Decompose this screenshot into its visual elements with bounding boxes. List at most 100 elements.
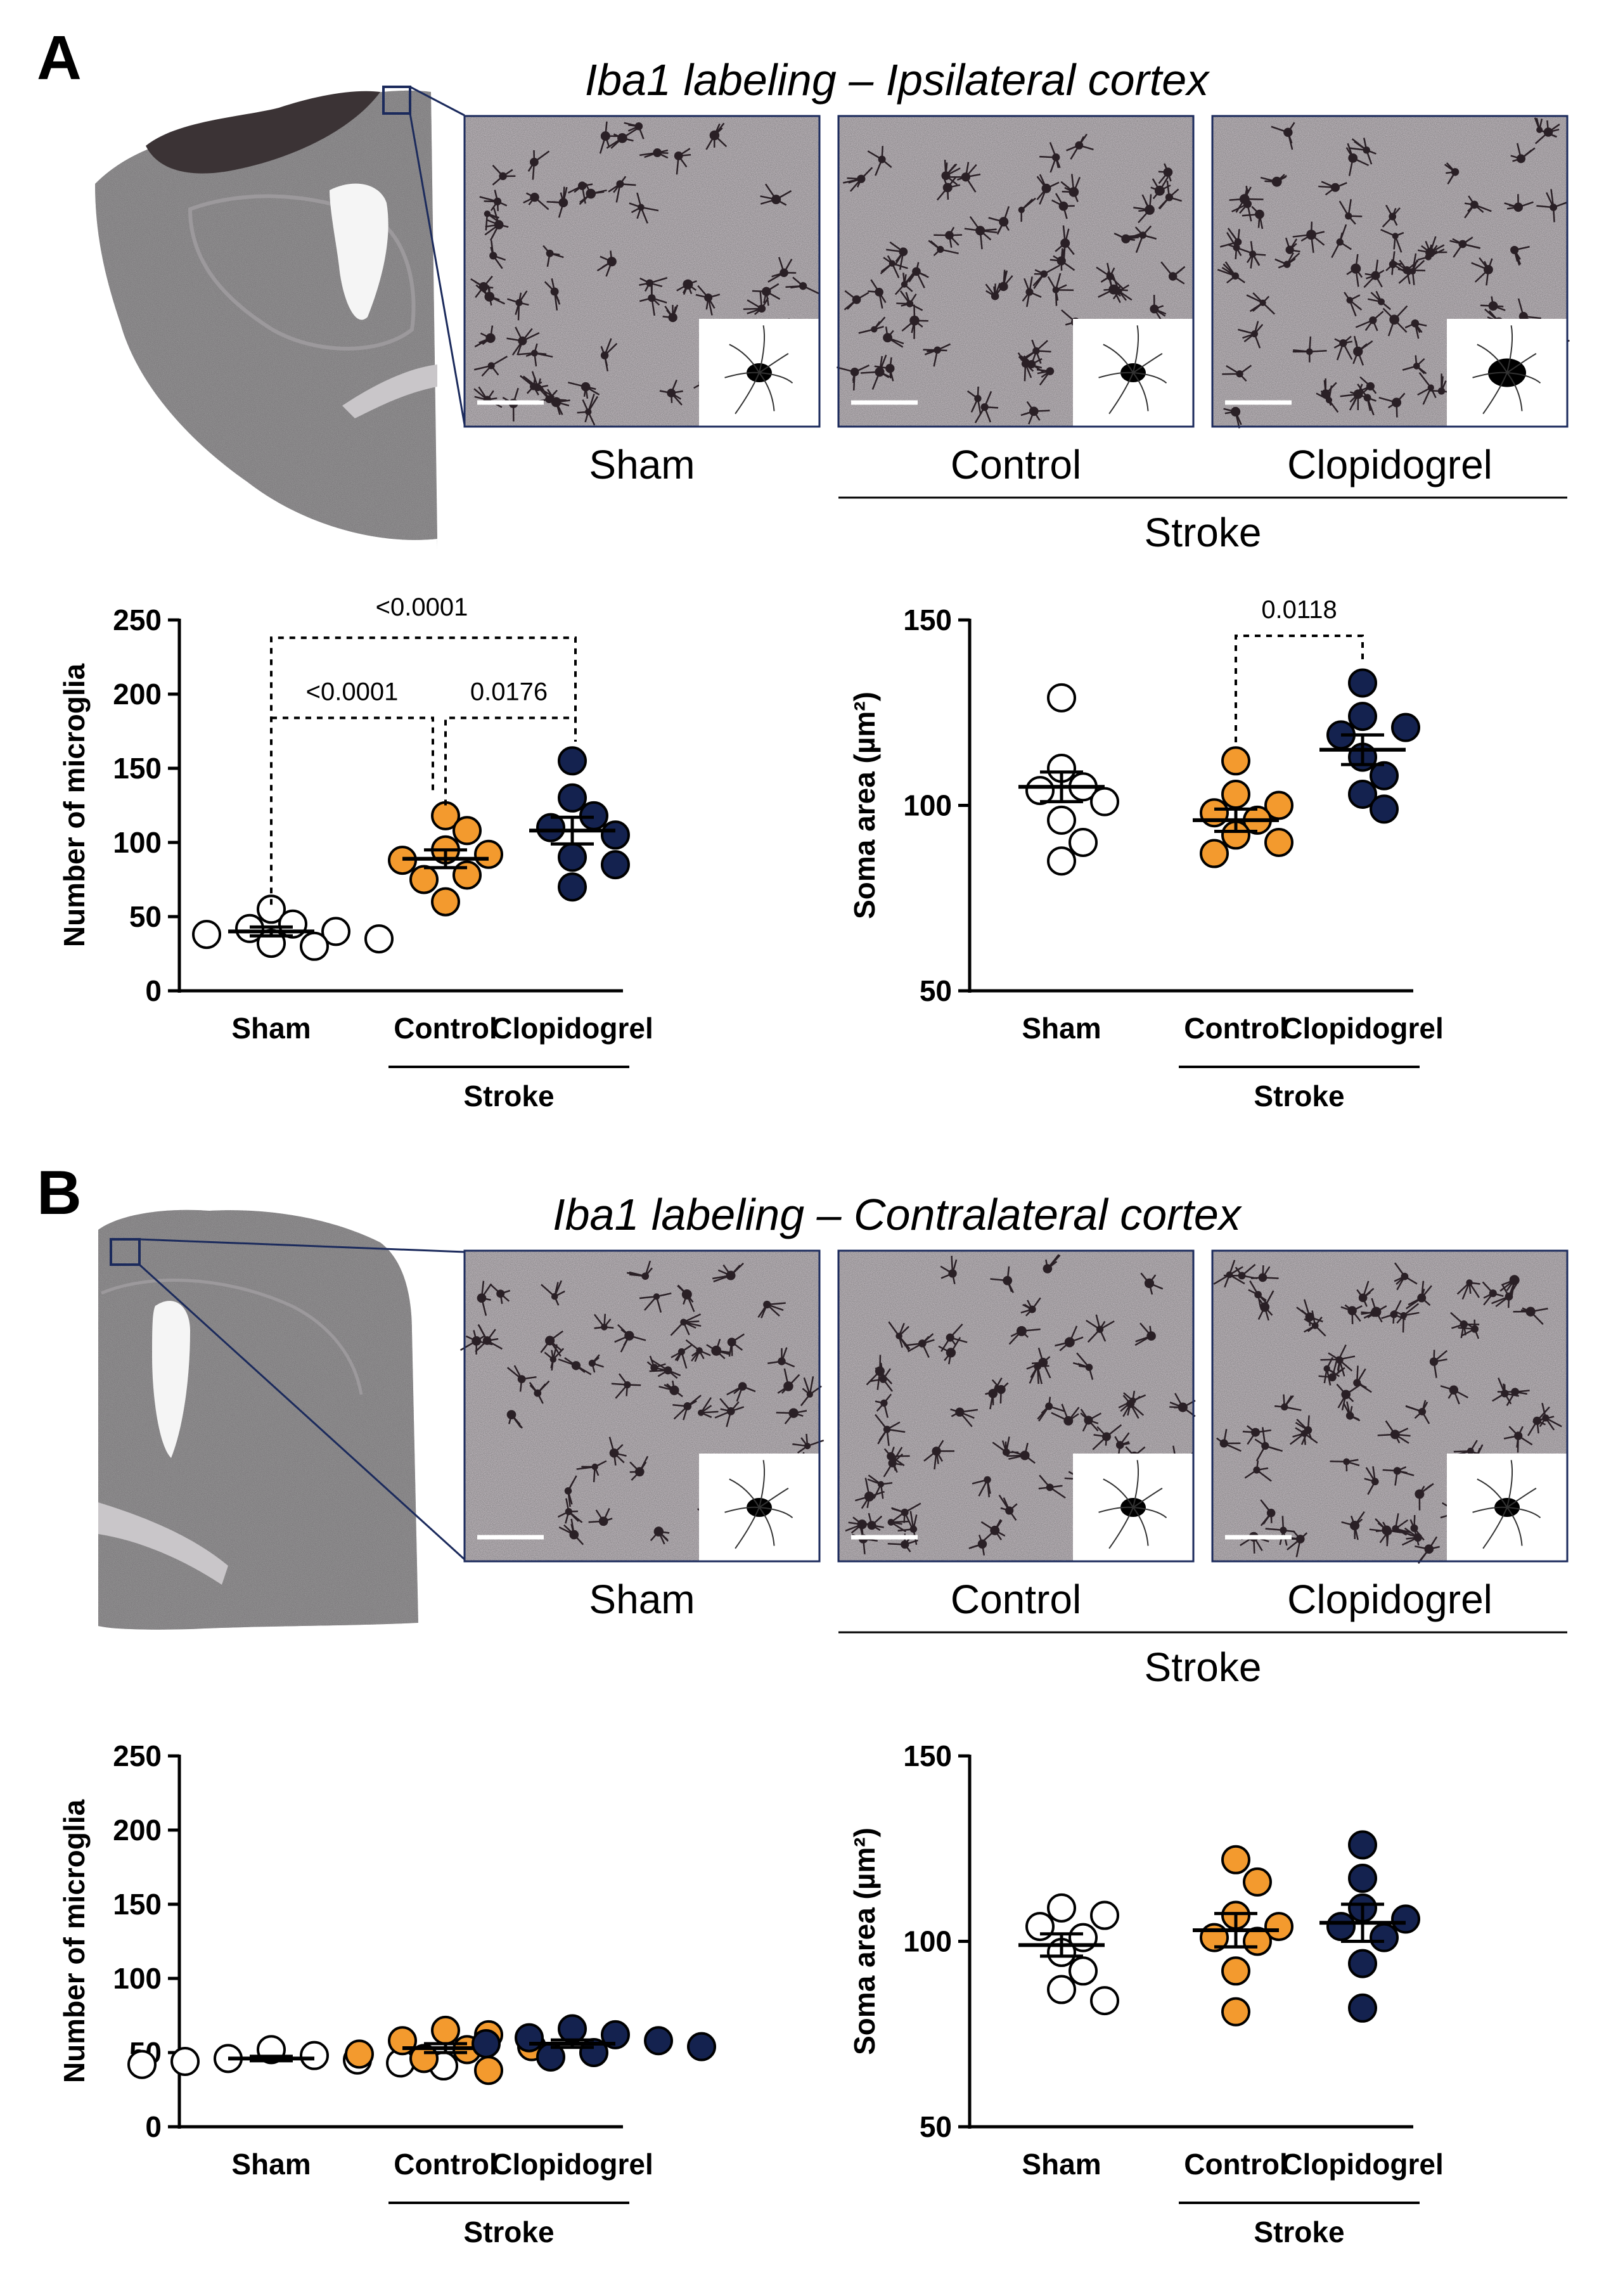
microglia-process bbox=[1434, 1350, 1435, 1362]
data-point-clopidogrel bbox=[559, 844, 586, 870]
microglia-process bbox=[947, 188, 948, 200]
x-category-label: Sham bbox=[1022, 1012, 1101, 1045]
data-point-control bbox=[454, 817, 480, 844]
microglia-process bbox=[923, 350, 937, 351]
y-tick-label: 150 bbox=[113, 1888, 162, 1921]
stroke-group-label: Stroke bbox=[1145, 510, 1262, 555]
panel-title: Iba1 labeling – Ipsilateral cortex bbox=[585, 55, 1210, 105]
microglia-process bbox=[1383, 1470, 1397, 1471]
y-axis-title: Number of microglia bbox=[58, 663, 91, 947]
y-tick-label: 150 bbox=[903, 603, 952, 636]
p-value-label: <0.0001 bbox=[376, 593, 468, 621]
microglia-process bbox=[1308, 1416, 1309, 1430]
data-point-sham bbox=[193, 921, 220, 948]
micrograph-control bbox=[838, 1251, 1195, 1561]
microglia-process bbox=[1251, 1277, 1262, 1278]
image-label: Clopidogrel bbox=[1287, 1577, 1492, 1622]
data-point-control bbox=[454, 861, 480, 888]
x-category-label: Control bbox=[1184, 2148, 1288, 2181]
microglia-process bbox=[1470, 1282, 1471, 1293]
data-point-clopidogrel bbox=[602, 822, 629, 848]
microglia-process bbox=[776, 1412, 793, 1413]
data-point-sham bbox=[1091, 1987, 1118, 2014]
data-point-sham bbox=[1027, 777, 1053, 804]
microglia-process bbox=[1330, 1461, 1346, 1462]
microglia-process bbox=[868, 291, 879, 292]
data-point-control bbox=[475, 2057, 502, 2084]
y-tick-label: 0 bbox=[145, 974, 162, 1007]
data-point-sham bbox=[301, 2042, 328, 2069]
data-point-clopidogrel bbox=[1328, 1913, 1354, 1940]
data-point-clopidogrel bbox=[1371, 796, 1397, 822]
microglia-process bbox=[914, 305, 915, 321]
data-point-sham bbox=[129, 2051, 155, 2078]
brain-section-ipsilateral bbox=[89, 82, 465, 551]
y-axis-title: Soma area (µm²) bbox=[848, 692, 881, 919]
y-tick-label: 150 bbox=[113, 752, 162, 785]
data-point-control bbox=[1223, 1999, 1249, 2025]
microglia-process bbox=[1349, 216, 1363, 217]
data-point-sham bbox=[172, 2048, 198, 2075]
microglia-process bbox=[1311, 222, 1312, 235]
data-point-control bbox=[432, 2017, 459, 2044]
y-axis-title: Number of microglia bbox=[58, 1799, 91, 2083]
microglia-process bbox=[978, 387, 979, 399]
data-point-sham bbox=[1070, 1957, 1096, 1984]
image-label: Sham bbox=[589, 442, 695, 487]
data-point-control bbox=[346, 2041, 373, 2067]
y-tick-label: 250 bbox=[113, 603, 162, 636]
x-category-label: Clopidogrel bbox=[1281, 2148, 1444, 2181]
stroke-group-label: Stroke bbox=[1145, 1644, 1262, 1690]
microglia-process bbox=[594, 1467, 595, 1482]
data-point-clopidogrel bbox=[1392, 714, 1419, 741]
microglia-process bbox=[620, 184, 636, 185]
microglia-process bbox=[549, 399, 567, 401]
microglia-process bbox=[1414, 1515, 1415, 1528]
data-point-control bbox=[411, 867, 437, 893]
data-point-control bbox=[1223, 781, 1249, 808]
y-tick-label: 100 bbox=[903, 789, 952, 822]
microglia-process bbox=[1062, 248, 1063, 261]
y-tick-label: 100 bbox=[113, 826, 162, 859]
microglia-process bbox=[952, 1256, 953, 1274]
data-point-clopidogrel bbox=[1349, 1831, 1376, 1858]
microglia-process bbox=[1361, 1312, 1374, 1313]
x-category-label: Clopidogrel bbox=[491, 2148, 653, 2181]
micrograph-control bbox=[837, 116, 1193, 427]
image-label: Sham bbox=[589, 1577, 695, 1622]
image-label: Clopidogrel bbox=[1287, 442, 1492, 487]
microglia-process bbox=[945, 160, 946, 176]
data-point-sham bbox=[1070, 829, 1096, 856]
microglia-process bbox=[1508, 1296, 1509, 1308]
x-category-label: Control bbox=[394, 1012, 497, 1045]
x-category-label: Clopidogrel bbox=[1281, 1012, 1444, 1045]
y-tick-label: 50 bbox=[920, 2110, 952, 2143]
panel-letter: B bbox=[37, 1158, 82, 1227]
y-tick-label: 100 bbox=[903, 1925, 952, 1958]
microglia-process bbox=[1274, 1406, 1285, 1407]
y-tick-label: 200 bbox=[113, 1814, 162, 1847]
microglia-process bbox=[1376, 1530, 1387, 1532]
p-value-label: <0.0001 bbox=[306, 678, 399, 706]
y-tick-label: 50 bbox=[920, 974, 952, 1007]
image-label: Control bbox=[951, 442, 1081, 487]
data-point-clopidogrel bbox=[1349, 703, 1376, 730]
y-tick-label: 250 bbox=[113, 1739, 162, 1772]
microglia-process bbox=[534, 353, 546, 354]
stroke-group-label: Stroke bbox=[463, 1080, 554, 1113]
brain-section-contralateral bbox=[95, 1204, 465, 1635]
data-point-control bbox=[1223, 747, 1249, 774]
microglia-process bbox=[1283, 1395, 1284, 1407]
microglia-process bbox=[1253, 254, 1266, 255]
stroke-group-label: Stroke bbox=[1254, 1080, 1344, 1113]
microglia-process bbox=[1547, 120, 1548, 132]
data-point-control bbox=[475, 841, 502, 868]
microglia-process bbox=[847, 178, 861, 179]
data-point-clopidogrel bbox=[1371, 1925, 1397, 1951]
data-point-clopidogrel bbox=[559, 874, 586, 900]
microglia-process bbox=[882, 146, 883, 159]
x-category-label: Control bbox=[394, 2148, 497, 2181]
data-point-clopidogrel bbox=[602, 851, 629, 878]
